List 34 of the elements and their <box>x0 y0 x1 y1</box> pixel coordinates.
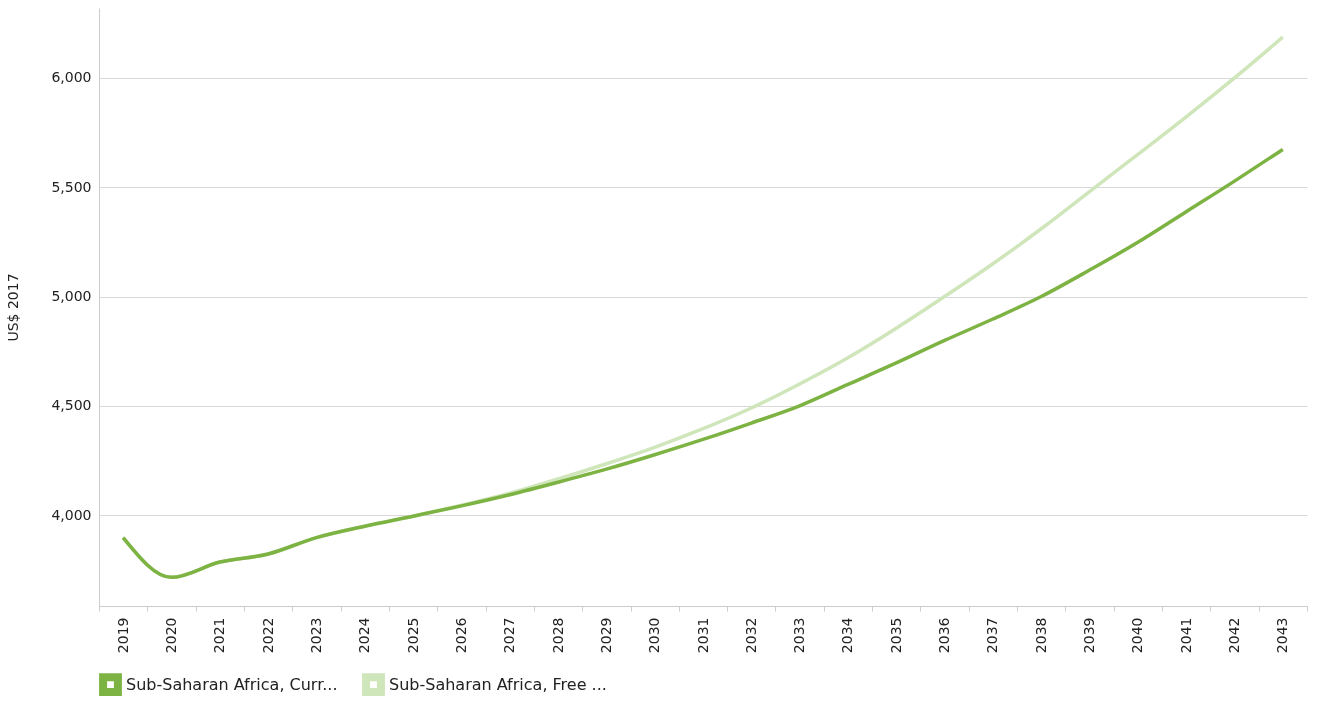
x-tick-label: 2041 <box>1177 617 1194 654</box>
x-tick-label: 2031 <box>694 617 711 654</box>
y-axis-title: US$ 2017 <box>5 273 22 342</box>
x-tick-label: 2037 <box>984 617 1001 654</box>
x-tick-label: 2035 <box>887 617 904 654</box>
x-tick-label: 2020 <box>162 617 179 654</box>
x-tick-label: 2030 <box>646 617 663 654</box>
x-tick-label: 2033 <box>791 617 808 654</box>
legend-label: Sub-Saharan Africa, Curr... <box>126 674 338 694</box>
x-tick-label: 2029 <box>597 617 614 654</box>
y-tick-label: 4,500 <box>51 397 92 414</box>
x-tick-label: 2038 <box>1032 617 1049 654</box>
x-tick-label: 2040 <box>1129 617 1146 654</box>
legend-label: Sub-Saharan Africa, Free ... <box>389 674 607 694</box>
x-tick-label: 2024 <box>356 617 373 654</box>
y-tick-label: 5,000 <box>51 288 92 305</box>
x-tick-label: 2032 <box>742 617 759 654</box>
x-tick-label: 2021 <box>211 617 228 654</box>
x-tick-label: 2019 <box>114 617 131 654</box>
x-tick-label: 2027 <box>501 617 518 654</box>
y-tick-label: 5,500 <box>51 178 92 195</box>
x-tick-label: 2028 <box>549 617 566 654</box>
x-tick-label: 2036 <box>936 617 953 654</box>
y-tick-label: 4,000 <box>51 506 92 523</box>
x-tick-label: 2039 <box>1081 617 1098 654</box>
x-tick-label: 2022 <box>259 617 276 654</box>
x-tick-label: 2023 <box>307 617 324 654</box>
line-series <box>121 147 1285 580</box>
x-tick-label: 2034 <box>839 617 856 654</box>
x-tick-label: 2042 <box>1226 617 1243 654</box>
x-tick-label: 2025 <box>404 617 421 654</box>
x-tick-label: 2043 <box>1274 617 1291 654</box>
y-tick-label: 6,000 <box>51 69 92 86</box>
x-tick-label: 2026 <box>452 617 469 654</box>
